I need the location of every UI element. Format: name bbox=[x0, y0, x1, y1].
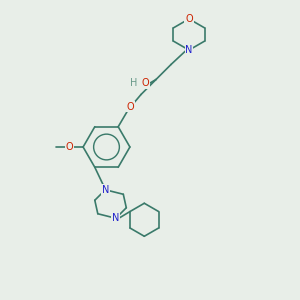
Text: N: N bbox=[112, 213, 119, 223]
Text: N: N bbox=[102, 185, 109, 195]
Text: N: N bbox=[185, 45, 193, 55]
Text: N: N bbox=[102, 185, 109, 195]
Text: O: O bbox=[127, 101, 134, 112]
Text: O: O bbox=[66, 142, 74, 152]
Text: O: O bbox=[142, 78, 149, 88]
Text: H: H bbox=[130, 78, 137, 88]
Text: O: O bbox=[185, 14, 193, 24]
